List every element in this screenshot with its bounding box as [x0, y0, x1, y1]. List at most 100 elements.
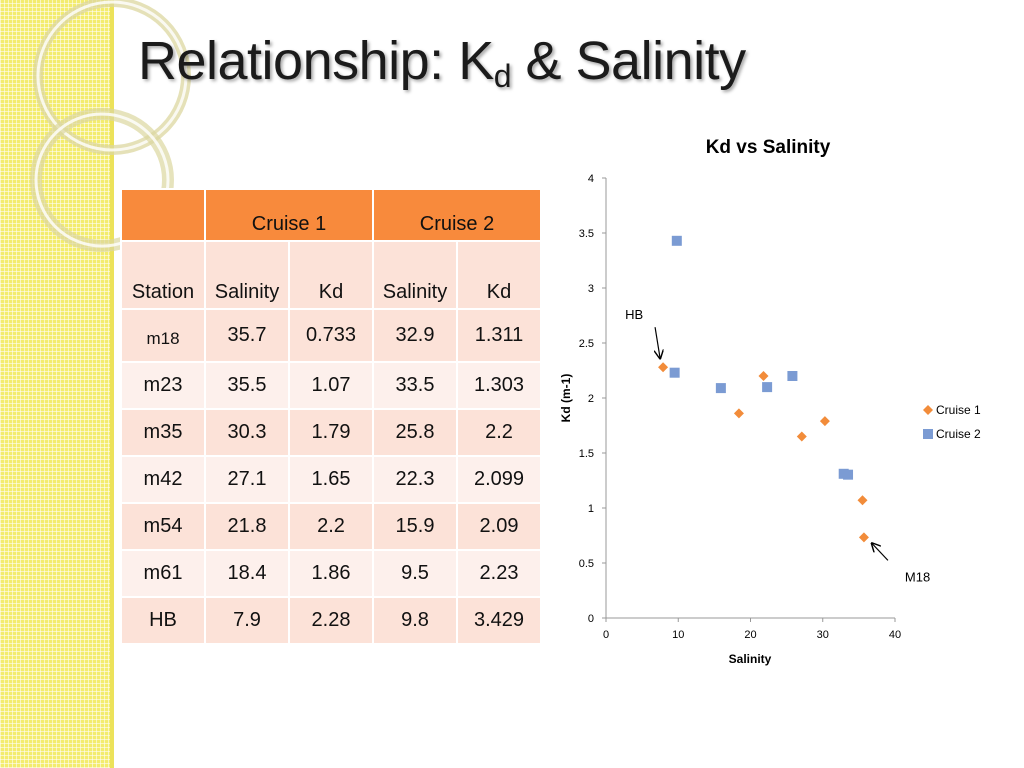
- group-header-cell: [120, 188, 206, 242]
- data-point: [658, 362, 669, 373]
- scatter-chart: Kd vs Salinity Kd (m-1) Salinity 0 0.5 1 1.…: [559, 137, 981, 666]
- chart-points: [658, 235, 869, 543]
- y-tick-label: 3: [588, 283, 594, 295]
- data-point: [762, 382, 773, 393]
- legend-marker: [923, 429, 933, 439]
- table-cell: m23: [120, 361, 206, 410]
- chart-axes: 00.511.522.533.540 10 20 30 40: [579, 173, 901, 641]
- decorative-circles: [30, 0, 191, 252]
- data-point: [843, 469, 854, 480]
- column-header: Kd: [288, 240, 374, 310]
- x-tick-label: 20: [744, 629, 756, 641]
- table-cell: 1.311: [456, 308, 542, 363]
- table-cell: 9.5: [372, 549, 458, 598]
- data-point: [819, 416, 830, 427]
- y-tick-label: 0.5: [579, 558, 594, 570]
- column-header: Kd: [456, 240, 542, 310]
- y-tick-label: 1.5: [579, 448, 594, 460]
- table-cell: 3.429: [456, 596, 542, 645]
- table-cell: 32.9: [372, 308, 458, 363]
- y-tick-label: 2: [588, 393, 594, 405]
- data-point: [858, 532, 869, 543]
- data-table: Cruise 1 Cruise 2 Station Salinity Kd Sa…: [120, 188, 542, 645]
- table-row: m54 21.8 2.2 15.9 2.09: [120, 502, 542, 551]
- table-cell: 2.23: [456, 549, 542, 598]
- table-cell: 35.7: [204, 308, 290, 363]
- group-header-row: Cruise 1 Cruise 2: [120, 188, 542, 242]
- x-tick-label: 40: [889, 629, 901, 641]
- title-rest: & Salinity: [511, 31, 747, 91]
- table-cell: 1.79: [288, 408, 374, 457]
- data-point: [671, 235, 682, 246]
- table-row: HB 7.9 2.28 9.8 3.429: [120, 596, 542, 645]
- group-header-cell: Cruise 1: [204, 188, 374, 242]
- table-cell: 2.09: [456, 502, 542, 551]
- x-tick-label: 30: [817, 629, 829, 641]
- data-point: [796, 431, 807, 442]
- legend-marker: [923, 405, 933, 415]
- table-cell: m54: [120, 502, 206, 551]
- table-cell: HB: [120, 596, 206, 645]
- title-main: Relationship: K: [138, 31, 494, 91]
- table-cell: 9.8: [372, 596, 458, 645]
- y-axis-label: Kd (m-1): [559, 374, 573, 423]
- table-cell: 1.86: [288, 549, 374, 598]
- y-tick-label: 1: [588, 503, 594, 515]
- y-tick-label: 3.5: [579, 228, 594, 240]
- x-tick-label: 10: [672, 629, 684, 641]
- table-cell: 35.5: [204, 361, 290, 410]
- table-cell: 15.9: [372, 502, 458, 551]
- table-row: m61 18.4 1.86 9.5 2.23: [120, 549, 542, 598]
- table-cell: m35: [120, 408, 206, 457]
- data-point: [669, 367, 680, 378]
- table-cell: 18.4: [204, 549, 290, 598]
- data-point: [857, 495, 868, 506]
- table-cell: 2.2: [288, 502, 374, 551]
- table-cell: 30.3: [204, 408, 290, 457]
- annotation-arrow: [655, 327, 660, 358]
- table-cell: m61: [120, 549, 206, 598]
- y-tick-label: 4: [588, 173, 594, 185]
- table-row: m42 27.1 1.65 22.3 2.099: [120, 455, 542, 504]
- annotation-arrow: [872, 543, 889, 561]
- x-tick-label: 0: [603, 629, 609, 641]
- table-row: m18 35.7 0.733 32.9 1.311: [120, 308, 542, 363]
- table-cell: 21.8: [204, 502, 290, 551]
- table-cell: 1.07: [288, 361, 374, 410]
- legend-label: Cruise 1: [936, 403, 981, 417]
- group-header-cell: Cruise 2: [372, 188, 542, 242]
- table-cell: 1.303: [456, 361, 542, 410]
- legend-label: Cruise 2: [936, 427, 981, 441]
- column-header: Salinity: [372, 240, 458, 310]
- sidebar-edge: [110, 0, 114, 768]
- column-header-row: Station Salinity Kd Salinity Kd: [120, 240, 542, 310]
- table-cell: m42: [120, 455, 206, 504]
- y-tick-label: 0: [588, 613, 594, 625]
- table-cell: 7.9: [204, 596, 290, 645]
- data-point: [758, 371, 769, 381]
- slide-title: Relationship: Kd & Salinity: [138, 30, 746, 95]
- table-cell: 2.28: [288, 596, 374, 645]
- y-tick-label: 2.5: [579, 338, 594, 350]
- table-cell: 2.2: [456, 408, 542, 457]
- chart-title: Kd vs Salinity: [706, 137, 831, 158]
- table-cell: 1.65: [288, 455, 374, 504]
- table-cell: 33.5: [372, 361, 458, 410]
- column-header: Salinity: [204, 240, 290, 310]
- table-cell: m18: [120, 308, 206, 363]
- table-cell: 22.3: [372, 455, 458, 504]
- annotation-label: HB: [625, 307, 643, 322]
- x-axis-label: Salinity: [729, 652, 772, 666]
- chart-legend: Cruise 1 Cruise 2: [923, 403, 981, 441]
- table-cell: 0.733: [288, 308, 374, 363]
- data-point: [715, 383, 726, 394]
- annotation-label: M18: [905, 569, 930, 584]
- table-cell: 25.8: [372, 408, 458, 457]
- table-cell: 2.099: [456, 455, 542, 504]
- column-header: Station: [120, 240, 206, 310]
- table-row: m23 35.5 1.07 33.5 1.303: [120, 361, 542, 410]
- data-point: [733, 408, 744, 419]
- table-cell: 27.1: [204, 455, 290, 504]
- table-row: m35 30.3 1.79 25.8 2.2: [120, 408, 542, 457]
- chart-annotations: HB M18: [625, 307, 930, 584]
